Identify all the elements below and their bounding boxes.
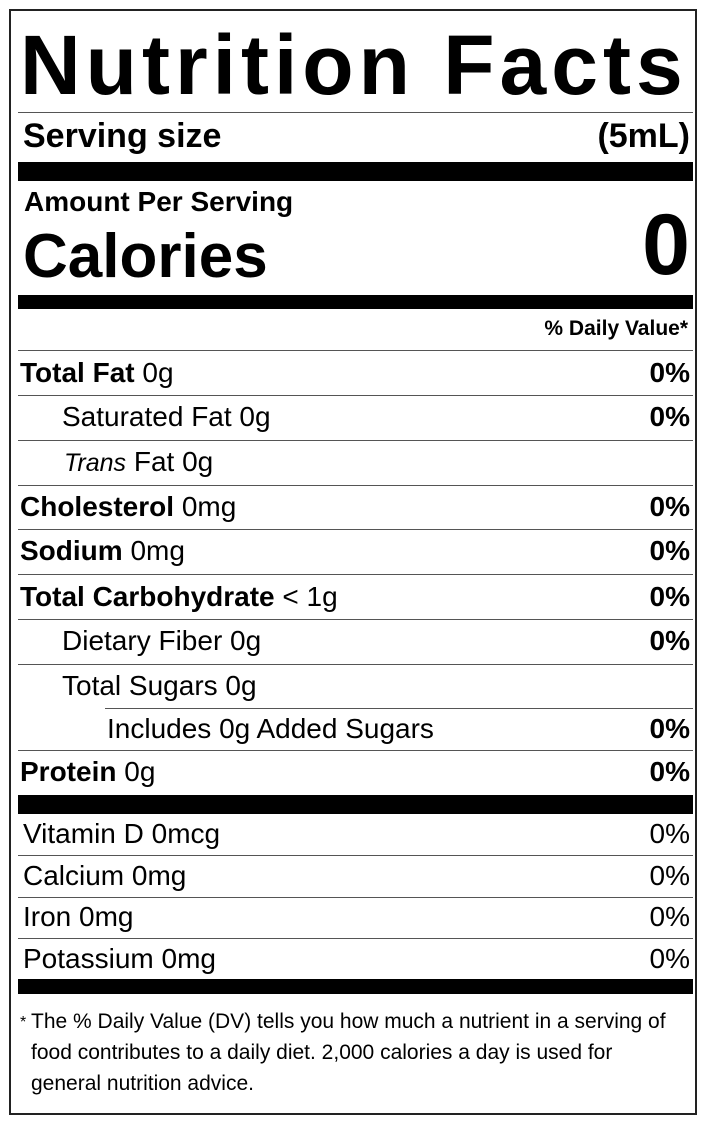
nutrient-row: Cholesterol 0mg 0% [0, 487, 690, 527]
rule [105, 708, 693, 709]
rule [18, 855, 693, 856]
nutrient-row: Trans Fat 0g [0, 442, 690, 482]
amount-per-serving: Amount Per Serving [24, 186, 294, 217]
nutrient-row: Includes 0g Added Sugars 0% [0, 709, 690, 749]
nutrient-name: Trans [64, 449, 127, 477]
rule [18, 440, 693, 441]
serving-label: Serving size [23, 117, 222, 155]
nutrient-name: Total Sugars 0g [62, 670, 257, 701]
nutrient-row: Total Carbohydrate < 1g 0% [0, 577, 690, 617]
nutrient-row: Saturated Fat 0g 0% [0, 397, 690, 437]
nutrient-name: Protein [20, 756, 117, 787]
rule [18, 529, 693, 530]
nutrient-name: Dietary Fiber 0g [62, 625, 262, 656]
nutrient-name: Cholesterol [20, 491, 175, 522]
nutrient-dv: 0% [649, 535, 690, 566]
nutrient-name: Sodium [20, 535, 123, 566]
vitamin-row: Calcium 0mg 0% [0, 856, 690, 896]
rule [18, 112, 693, 113]
nutrient-row: Sodium 0mg 0% [0, 531, 690, 571]
nutrient-dv: 0% [649, 713, 690, 744]
nutrient-dv: 0% [649, 625, 690, 656]
rule [18, 574, 693, 575]
rule [18, 664, 693, 665]
vitamin-row: Potassium 0mg 0% [0, 939, 690, 979]
rule [18, 395, 693, 396]
nutrient-dv: 0% [649, 401, 690, 432]
frame [9, 9, 697, 1115]
vitamin-dv: 0% [649, 818, 690, 849]
nutrient-row: Protein 0g 0% [0, 752, 690, 792]
nutrient-amount: 0mg [130, 535, 185, 566]
rule [18, 619, 693, 620]
vitamin-dv: 0% [649, 943, 690, 974]
nutrient-row: Total Fat 0g 0% [0, 353, 690, 393]
vitamin-name: Iron 0mg [23, 901, 134, 932]
nutrient-dv: 0% [649, 491, 690, 522]
rule [18, 979, 693, 994]
rule [18, 897, 693, 898]
rule [18, 162, 693, 181]
vitamin-name: Calcium 0mg [23, 860, 187, 891]
rule [18, 485, 693, 486]
nutrient-amount: 0g [124, 756, 156, 787]
vitamin-name: Potassium 0mg [23, 943, 216, 974]
serving-value: (5mL) [597, 117, 690, 155]
nutrient-row: Total Sugars 0g [0, 666, 690, 706]
vitamin-name: Vitamin D 0mcg [23, 818, 221, 849]
nutrient-dv: 0% [649, 357, 690, 388]
vitamin-dv: 0% [649, 860, 690, 891]
calories-label: Calories [23, 222, 268, 291]
nutrient-amount: < 1g [282, 581, 338, 612]
rule [18, 295, 693, 309]
nutrient-name: Saturated Fat 0g [62, 401, 271, 432]
nutrient-name: Total Fat [20, 357, 135, 388]
vitamin-dv: 0% [649, 901, 690, 932]
vitamin-row: Iron 0mg 0% [0, 897, 690, 937]
rule [18, 350, 693, 351]
nutrient-row: Dietary Fiber 0g 0% [0, 621, 690, 661]
footnote-mark: * [20, 1014, 27, 1031]
calories-value: 0 [642, 197, 690, 293]
title: Nutrition Facts [20, 18, 688, 112]
vitamin-row: Vitamin D 0mcg 0% [0, 814, 690, 854]
nutrient-amount: 0mg [181, 491, 237, 522]
footnote-text: The % Daily Value (DV) tells you how muc… [31, 1010, 666, 1095]
nutrient-name: Includes 0g Added Sugars [107, 713, 434, 744]
daily-value-header: % Daily Value* [544, 317, 688, 340]
rule [18, 938, 693, 939]
nutrient-amount: Fat 0g [133, 446, 214, 477]
rule [18, 750, 693, 751]
nutrient-amount: 0g [142, 357, 174, 388]
nutrient-dv: 0% [649, 581, 690, 612]
nutrient-dv: 0% [649, 756, 690, 787]
nutrient-name: Total Carbohydrate [20, 581, 275, 612]
rule [18, 795, 693, 814]
